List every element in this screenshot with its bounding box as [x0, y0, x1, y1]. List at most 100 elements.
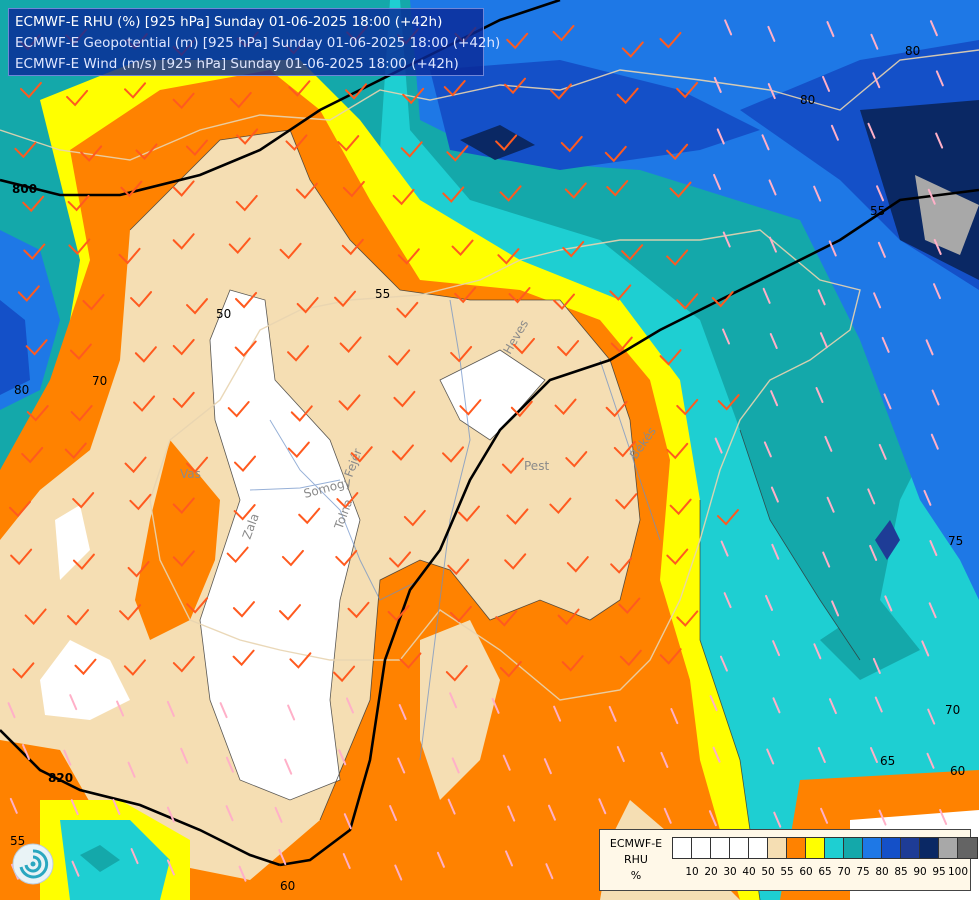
- legend-swatch: [673, 838, 692, 858]
- wind-barb-icon: [881, 336, 890, 353]
- legend-swatch: [920, 838, 939, 858]
- wind-barb-icon: [817, 746, 826, 763]
- wind-barb-icon: [926, 752, 935, 769]
- wind-barb-icon: [872, 72, 881, 89]
- wind-barb-icon: [336, 492, 359, 509]
- wind-barb-icon: [236, 128, 259, 145]
- wind-barb-icon: [565, 451, 588, 468]
- wind-barb-icon: [392, 188, 415, 206]
- wind-barb-icon: [63, 749, 72, 766]
- wind-barb-icon: [504, 850, 513, 867]
- legend-swatch: [882, 838, 901, 858]
- wind-barb-icon: [708, 810, 717, 827]
- wind-barb-icon: [454, 286, 477, 304]
- wind-barb-icon: [619, 649, 642, 667]
- wind-barb-icon: [397, 757, 406, 774]
- legend-tick-label: 40: [742, 866, 756, 878]
- wind-barb-icon: [669, 498, 692, 516]
- wind-barb-icon: [867, 488, 876, 505]
- wind-barb-icon: [447, 558, 470, 576]
- wind-barb-icon: [930, 433, 939, 450]
- wind-barb-icon: [621, 41, 644, 58]
- wind-barb-icon: [552, 24, 575, 42]
- legend-swatch: [939, 838, 958, 858]
- wind-barb-icon: [553, 705, 562, 722]
- wind-barb-icon: [615, 493, 638, 510]
- wind-barb-icon: [762, 287, 771, 304]
- wind-barb-icon: [720, 540, 729, 557]
- wind-barb-icon: [711, 291, 734, 308]
- wind-barb-icon: [26, 405, 49, 422]
- wind-barb-icon: [545, 863, 554, 880]
- wind-barb-icon: [172, 338, 195, 356]
- legend-swatch: [806, 838, 825, 858]
- wind-barb-icon: [403, 509, 426, 527]
- legend-tick-label: 75: [856, 866, 870, 878]
- wind-barb-icon: [876, 185, 885, 202]
- wind-barb-icon: [921, 640, 930, 657]
- wind-barb-icon: [820, 807, 829, 824]
- wind-barb-icon: [288, 80, 311, 97]
- wind-barb-icon: [274, 806, 283, 823]
- wind-barb-icon: [186, 456, 209, 474]
- wind-barb-icon: [499, 185, 522, 202]
- wind-barb-icon: [616, 746, 625, 763]
- wind-barb-icon: [506, 508, 529, 525]
- legend-swatch: [863, 838, 882, 858]
- wind-barb-icon: [459, 399, 482, 416]
- contour-label-80-mid: 80: [800, 93, 815, 107]
- wind-barb-icon: [499, 661, 522, 678]
- wind-barb-icon: [24, 608, 47, 625]
- wind-barb-icon: [722, 231, 731, 248]
- wind-barb-icon: [69, 343, 92, 360]
- rhu-label-55c: 55: [870, 204, 885, 218]
- wind-barb-icon: [446, 145, 469, 162]
- wind-barb-icon: [281, 549, 304, 567]
- wind-barb-icon: [337, 135, 360, 152]
- wind-barb-icon: [166, 806, 175, 823]
- legend-tick-label: 70: [837, 866, 851, 878]
- wind-barb-icon: [284, 758, 293, 775]
- wind-barb-icon: [495, 610, 518, 627]
- wind-barb-icon: [768, 179, 777, 196]
- wind-barb-icon: [350, 446, 373, 463]
- legend-title: ECMWF-E RHU %: [604, 836, 668, 884]
- wind-barb-icon: [119, 604, 142, 621]
- wind-barb-icon: [172, 180, 195, 197]
- wind-barb-icon: [772, 640, 781, 657]
- rhu-label-50: 50: [216, 307, 231, 321]
- wind-barb-icon: [491, 697, 500, 714]
- wind-barb-icon: [722, 328, 731, 345]
- wind-barb-icon: [185, 139, 208, 156]
- wind-barb-icon: [64, 442, 87, 460]
- wind-barb-icon: [23, 243, 46, 260]
- wind-barb-icon: [669, 181, 692, 199]
- geopotential-label-800: 800: [12, 182, 37, 196]
- wind-barb-icon: [180, 747, 189, 764]
- legend-tick-label: 20: [704, 866, 718, 878]
- wind-barb-icon: [824, 435, 833, 452]
- wind-barb-icon: [238, 865, 247, 882]
- wind-barb-icon: [765, 594, 774, 611]
- wind-barb-icon: [767, 83, 776, 100]
- wind-barb-icon: [451, 757, 460, 774]
- wind-barb-icon: [172, 391, 195, 409]
- wind-barb-icon: [393, 390, 416, 408]
- legend-swatches: [672, 837, 978, 859]
- wind-barb-icon: [874, 696, 883, 713]
- legend-swatch: [901, 838, 920, 858]
- wind-barb-icon: [610, 336, 633, 354]
- wind-barb-icon: [116, 700, 125, 717]
- rhu-label-60b: 60: [950, 764, 965, 778]
- wind-barb-icon: [120, 180, 143, 198]
- wind-barb-icon: [831, 600, 840, 617]
- wind-barb-icon: [676, 610, 699, 627]
- wind-barb-icon: [610, 557, 633, 574]
- wind-barb-icon: [502, 754, 511, 771]
- contour-label-80-top: 80: [905, 44, 920, 58]
- wind-barb-icon: [813, 185, 822, 202]
- wind-barb-icon: [724, 19, 733, 36]
- wind-barb-icon: [554, 398, 577, 416]
- wind-barb-icon: [716, 509, 739, 526]
